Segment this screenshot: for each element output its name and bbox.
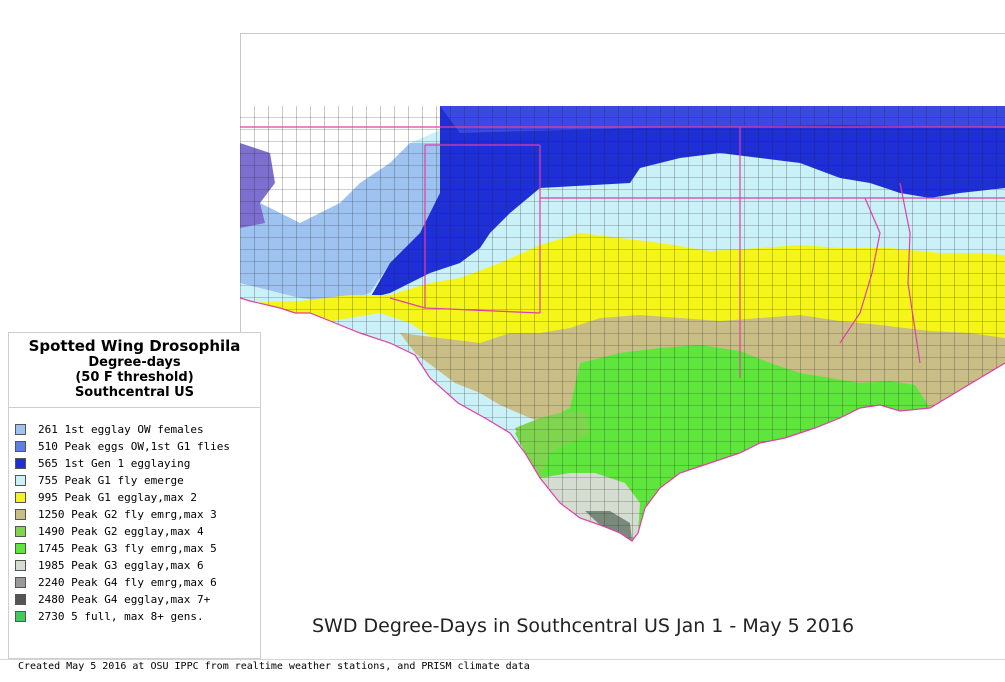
legend-subtitle-degree-days: Degree-days bbox=[88, 355, 181, 370]
legend-item: 261 1st egglay OW females bbox=[15, 421, 230, 438]
legend-title: Spotted Wing Drosophila bbox=[28, 337, 241, 355]
legend-swatch bbox=[15, 526, 26, 537]
footer-credit: Created May 5 2016 at OSU IPPC from real… bbox=[18, 661, 530, 672]
legend-swatch bbox=[15, 611, 26, 622]
legend-item: 565 1st Gen 1 egglaying bbox=[15, 455, 230, 472]
legend-item: 2480 Peak G4 egglay,max 7+ bbox=[15, 591, 230, 608]
footer-divider bbox=[0, 659, 1005, 660]
legend-swatch bbox=[15, 543, 26, 554]
legend-item: 755 Peak G1 fly emerge bbox=[15, 472, 230, 489]
map-title: SWD Degree-Days in Southcentral US Jan 1… bbox=[312, 615, 855, 637]
legend-item: 1490 Peak G2 egglay,max 4 bbox=[15, 523, 230, 540]
legend-item: 2240 Peak G4 fly emrg,max 6 bbox=[15, 574, 230, 591]
legend-label: 1250 Peak G2 fly emrg,max 3 bbox=[38, 508, 217, 521]
legend-swatch bbox=[15, 577, 26, 588]
legend-item: 2730 5 full, max 8+ gens. bbox=[15, 608, 230, 625]
legend-label: 1490 Peak G2 egglay,max 4 bbox=[38, 525, 204, 538]
legend-swatch bbox=[15, 594, 26, 605]
legend-label: 1985 Peak G3 egglay,max 6 bbox=[38, 559, 204, 572]
legend-divider bbox=[9, 407, 260, 408]
legend-item: 1985 Peak G3 egglay,max 6 bbox=[15, 557, 230, 574]
legend-swatch bbox=[15, 492, 26, 503]
legend-panel: Spotted Wing Drosophila Degree-days (50 … bbox=[8, 332, 261, 659]
state-borders bbox=[240, 126, 1005, 542]
legend-item: 995 Peak G1 egglay,max 2 bbox=[15, 489, 230, 506]
legend-item: 510 Peak eggs OW,1st G1 flies bbox=[15, 438, 230, 455]
degree-day-map bbox=[240, 106, 1005, 542]
legend-label: 2730 5 full, max 8+ gens. bbox=[38, 610, 204, 623]
legend-label: 1745 Peak G3 fly emrg,max 5 bbox=[38, 542, 217, 555]
zones bbox=[240, 106, 1005, 541]
legend-swatch bbox=[15, 509, 26, 520]
legend-label: 995 Peak G1 egglay,max 2 bbox=[38, 491, 197, 504]
legend-label: 510 Peak eggs OW,1st G1 flies bbox=[38, 440, 231, 453]
legend-label: 2240 Peak G4 fly emrg,max 6 bbox=[38, 576, 217, 589]
legend-item: 1250 Peak G2 fly emrg,max 3 bbox=[15, 506, 230, 523]
legend-label: 565 1st Gen 1 egglaying bbox=[38, 457, 191, 470]
legend-swatch bbox=[15, 475, 26, 486]
legend-swatch bbox=[15, 424, 26, 435]
legend-subtitle-region: Southcentral US bbox=[74, 385, 195, 400]
legend-swatch bbox=[15, 560, 26, 571]
legend-items: 261 1st egglay OW females 510 Peak eggs O… bbox=[15, 421, 230, 625]
legend-subtitle-threshold: (50 F threshold) bbox=[75, 370, 194, 385]
legend-item: 1745 Peak G3 fly emrg,max 5 bbox=[15, 540, 230, 557]
legend-label: 755 Peak G1 fly emerge bbox=[38, 474, 184, 487]
legend-label: 2480 Peak G4 egglay,max 7+ bbox=[38, 593, 211, 606]
legend-swatch bbox=[15, 458, 26, 469]
legend-label: 261 1st egglay OW females bbox=[38, 423, 204, 436]
legend-swatch bbox=[15, 441, 26, 452]
